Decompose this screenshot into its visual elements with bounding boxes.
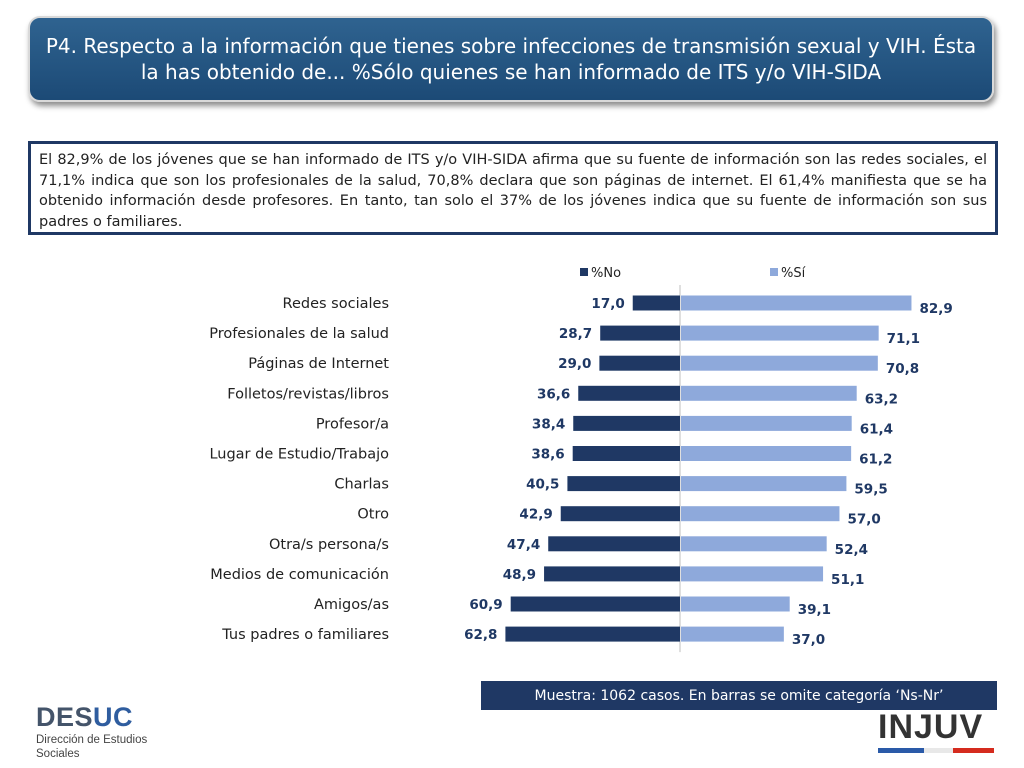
data-label-no: 28,7	[559, 326, 592, 342]
diverging-bar-chart: %No %Sí Redes sociales 17,0 82,9 Profesionale…	[209, 266, 953, 653]
desuc-logo: DESUC Dirección de Estudios Sociales	[36, 702, 147, 761]
bar-si	[681, 385, 857, 401]
bar-si	[681, 506, 840, 522]
data-label-no: 62,8	[464, 627, 497, 643]
injuv-logo: INJUV	[878, 710, 994, 753]
bar-no	[544, 566, 680, 582]
bar-si	[681, 596, 790, 612]
summary-text: El 82,9% de los jóvenes que se han infor…	[39, 152, 987, 230]
page-title: P4. Respecto a la información que tienes…	[45, 34, 977, 84]
data-label-si: 61,4	[860, 421, 893, 437]
bar-no	[573, 415, 680, 431]
category-label: Profesionales de la salud	[209, 326, 389, 342]
legend-swatch	[580, 268, 588, 276]
injuv-flag-bar	[878, 748, 994, 753]
data-label-si: 82,9	[919, 301, 952, 317]
data-label-no: 40,5	[526, 477, 559, 493]
data-label-no: 29,0	[558, 356, 591, 372]
sample-note-box: Muestra: 1062 casos. En barras se omite …	[481, 681, 997, 710]
desuc-subtitle-2: Sociales	[36, 748, 80, 760]
bar-si	[681, 295, 912, 311]
category-label: Otro	[357, 507, 389, 523]
legend-label: %Sí	[781, 266, 806, 281]
data-label-no: 38,4	[532, 416, 565, 432]
bar-si	[681, 446, 852, 461]
category-label: Folletos/revistas/libros	[227, 386, 389, 402]
data-label-si: 57,0	[847, 512, 880, 528]
category-label: Tus padres o familiares	[221, 627, 389, 643]
bar-no	[548, 536, 680, 552]
data-label-no: 42,9	[519, 507, 552, 523]
category-label: Otra/s persona/s	[269, 537, 389, 553]
bar-no	[567, 476, 680, 492]
data-label-si: 39,1	[798, 602, 831, 618]
data-label-si: 70,8	[886, 361, 919, 377]
sample-note: Muestra: 1062 casos. En barras se omite …	[534, 687, 944, 704]
category-label: Profesor/a	[316, 416, 389, 432]
data-label-si: 52,4	[835, 542, 868, 558]
title-banner: P4. Respecto a la información que tienes…	[28, 16, 994, 102]
bar-no	[600, 325, 680, 341]
data-label-no: 47,4	[507, 537, 540, 553]
bar-si	[681, 476, 847, 492]
category-label: Páginas de Internet	[248, 356, 389, 372]
category-label: Amigos/as	[314, 597, 389, 613]
bar-no	[505, 626, 680, 642]
data-label-si: 59,5	[854, 482, 887, 498]
legend-label: %No	[591, 266, 621, 281]
bar-no	[572, 446, 680, 461]
data-label-si: 63,2	[865, 391, 898, 407]
data-label-si: 61,2	[859, 452, 892, 468]
bar-no	[599, 355, 680, 371]
category-label: Charlas	[334, 477, 389, 493]
injuv-wordmark: INJUV	[878, 708, 984, 746]
data-label-no: 60,9	[469, 597, 502, 613]
bar-no	[578, 385, 680, 401]
bar-no	[510, 596, 680, 612]
bar-si	[681, 536, 827, 552]
legend-swatch	[770, 268, 778, 276]
data-label-no: 38,6	[531, 447, 564, 463]
bar-si	[681, 355, 878, 371]
data-label-si: 71,1	[887, 331, 920, 347]
data-label-si: 37,0	[792, 632, 825, 648]
summary-box: El 82,9% de los jóvenes que se han infor…	[28, 141, 998, 235]
category-label: Lugar de Estudio/Trabajo	[209, 447, 389, 463]
data-label-no: 36,6	[537, 386, 570, 402]
bar-si	[681, 626, 784, 642]
bar-si	[681, 325, 879, 341]
bar-si	[681, 566, 824, 582]
category-label: Medios de comunicación	[210, 567, 389, 583]
category-label: Redes sociales	[283, 296, 389, 312]
data-label-si: 51,1	[831, 572, 864, 588]
desuc-wordmark: DESUC	[36, 702, 134, 732]
data-label-no: 48,9	[503, 567, 536, 583]
bar-no	[560, 506, 680, 522]
desuc-subtitle-1: Dirección de Estudios	[36, 734, 148, 746]
bar-no	[632, 295, 680, 311]
bar-si	[681, 415, 852, 431]
data-label-no: 17,0	[591, 296, 624, 312]
